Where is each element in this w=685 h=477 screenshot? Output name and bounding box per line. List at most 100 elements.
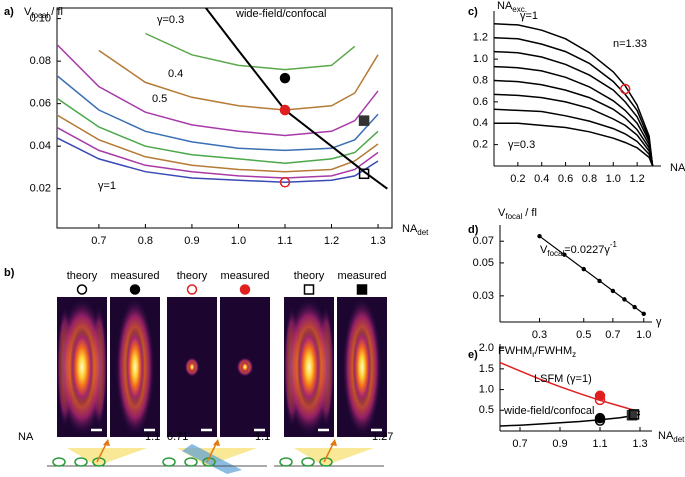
x-tick-label: 0.8 [138,235,153,247]
x-tick-label: 0.7 [512,438,527,450]
arrow-head [330,439,337,446]
x-axis-label: γ [656,316,662,328]
data-point [610,288,616,294]
y-tick-label: 0.6 [473,96,488,108]
y-axis-label-part: NA [497,0,513,12]
x-tick-label: 1.2 [324,235,339,247]
x-tick-label: 1.0 [231,235,246,247]
y-tick-label: 0.8 [473,74,488,86]
y-axis-label-part: exc. [512,5,527,14]
series-line [494,65,654,166]
x-axis-label-part: NA [658,430,674,442]
y-axis-label-part: V [24,6,32,18]
series-line [494,108,654,166]
panel-label: c) [468,6,478,18]
series-line [494,36,654,166]
image-title: theory [294,270,325,282]
series-label: LSFM (γ=1) [534,373,592,385]
psf-core [240,361,250,373]
y-tick-label: 0.5 [479,404,494,416]
annotation: Vfocal=0.0227γ-1 [540,240,617,258]
annotation-part: n=1.33 [613,38,647,50]
y-axis-label: Vfocal / fl [498,207,537,221]
na-value: 0.71 [167,431,188,443]
series-label: 0.4 [168,68,183,80]
annotation-part: -1 [610,240,618,249]
symbol [76,284,88,295]
x-tick-label: 0.2 [510,173,525,185]
series-line [57,97,379,164]
annotation-part: V [540,244,548,256]
detection-cone [294,448,374,466]
series-line [494,93,654,166]
y-tick-label: 0.02 [30,183,51,195]
sample [301,457,315,467]
y-tick-label: 2.0 [479,342,494,354]
x-tick-label: 0.5 [576,329,591,341]
data-point [581,266,586,272]
data-point [622,297,627,302]
arrow [323,441,335,463]
symbol [239,284,251,295]
panel-label: a) [4,6,14,18]
x-axis-label: NAdet. [670,162,685,176]
y-tick-label: 0.2 [473,139,488,151]
x-tick-label: 0.9 [184,235,199,247]
y-axis-label-part: focal [505,212,522,221]
annotation-part: =0.0227γ [564,244,610,256]
x-axis-label-part: det [673,435,685,444]
sample [279,457,293,467]
arrow-head [103,439,110,446]
y-tick-label: 1.5 [479,363,494,375]
series-line [57,43,379,137]
y-axis-label-part: / fl [48,6,63,18]
x-axis-label-part: NA [670,162,685,174]
x-tick-label: 1.3 [632,438,647,450]
y-tick-label: 0.10 [30,13,51,25]
y-axis-label-part: r [532,350,535,359]
series-line [57,114,379,173]
marker [594,415,606,426]
sample [74,457,88,467]
marker [626,410,638,421]
y-tick-label: 0.05 [473,257,494,269]
series-line [57,137,379,184]
series-label: wide-field/confocal [503,405,595,417]
data-point [597,278,602,284]
x-tick-label: 1.1 [592,438,607,450]
detection-cone [67,448,147,466]
y-tick-label: 1.0 [473,53,488,65]
plot-frame [56,7,393,229]
arrow [96,441,108,463]
psf-core [125,327,145,407]
sample [52,457,66,467]
y-tick-label: 1.0 [479,383,494,395]
marker [358,115,370,126]
x-tick-label: 0.8 [582,173,597,185]
data-point [632,304,637,310]
psf-core [188,361,196,373]
image-title: measured [111,270,160,282]
na-value: 1.27 [372,431,393,443]
series-line [494,50,654,166]
x-axis-label-part: NA [402,223,418,235]
marker [594,394,606,406]
x-axis-label: NAdet [402,223,429,237]
panel-label: b) [4,267,15,279]
marker [279,177,291,188]
x-tick-label: 1.3 [370,235,385,247]
x-tick-label: 1.1 [277,235,292,247]
image-title: theory [177,270,208,282]
symbol [356,284,368,295]
series-label: γ=0.3 [508,139,535,151]
marker [358,168,370,180]
series-label: γ=0.3 [157,14,184,26]
series-label: γ=1 [520,10,538,22]
arrow [206,441,218,463]
fit-line [539,235,645,315]
y-tick-label: 0.06 [30,98,51,110]
image-title: measured [338,270,387,282]
panel-label: e) [468,349,478,361]
series-line [145,32,356,71]
